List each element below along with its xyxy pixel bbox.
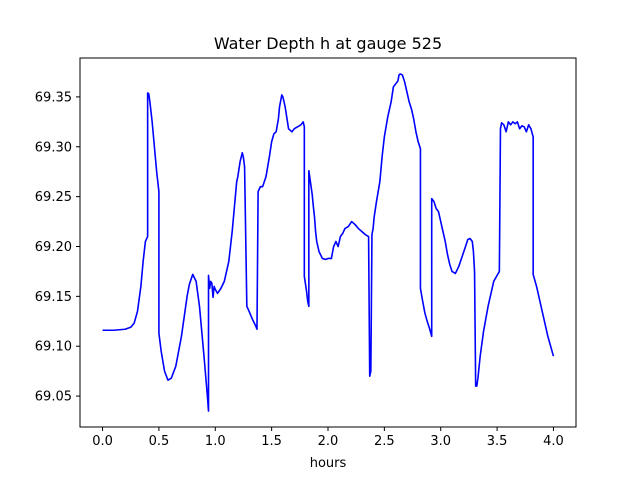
y-tick-label: 69.25 [35,190,72,205]
y-tick-label: 69.20 [35,240,72,255]
x-tick-label: 2.0 [318,434,339,449]
x-axis-label: hours [310,456,347,471]
x-tick-label: 2.5 [374,434,395,449]
y-tick-label: 69.10 [35,340,72,355]
y-tick-label: 69.35 [35,90,72,105]
y-tick-label: 69.15 [35,290,72,305]
chart-title: Water Depth h at gauge 525 [214,34,442,53]
series-line-1 [102,73,555,412]
x-axis: 0.0 0.5 1.0 1.5 2.0 2.5 3.0 3.5 4.0 [92,427,564,449]
y-axis: 69.05 69.10 69.15 69.20 69.25 69.30 69.35 [35,90,80,405]
x-tick-label: 0.0 [92,434,113,449]
x-tick-label: 1.0 [205,434,226,449]
x-tick-label: 4.0 [543,434,564,449]
y-tick-label: 69.05 [35,390,72,405]
x-tick-label: 3.0 [430,434,451,449]
x-tick-label: 0.5 [149,434,170,449]
plot-area [102,73,555,412]
x-tick-label: 3.5 [487,434,508,449]
x-tick-label: 1.5 [261,434,282,449]
y-tick-label: 69.30 [35,140,72,155]
